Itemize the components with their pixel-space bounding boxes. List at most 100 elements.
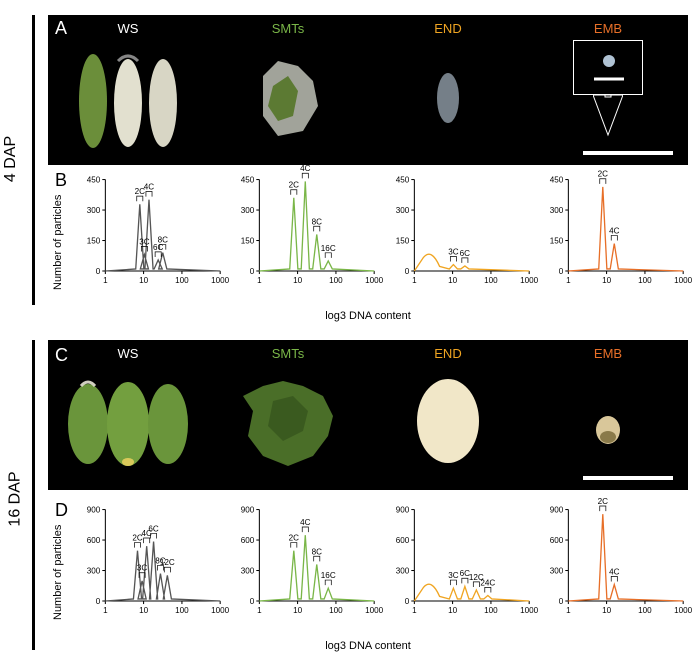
svg-text:1: 1 bbox=[412, 276, 417, 285]
photo-emb-c: EMB bbox=[528, 340, 688, 490]
svg-text:3C: 3C bbox=[448, 247, 459, 256]
photo-ws-a: WS bbox=[48, 15, 208, 165]
svg-text:3C: 3C bbox=[137, 564, 148, 573]
col-header-smts: SMTs bbox=[208, 21, 368, 36]
svg-text:1000: 1000 bbox=[674, 276, 693, 285]
svg-text:1000: 1000 bbox=[520, 606, 539, 615]
svg-text:4C: 4C bbox=[300, 164, 311, 173]
svg-text:900: 900 bbox=[395, 506, 409, 515]
scale-bar-c bbox=[583, 476, 673, 480]
svg-text:8C: 8C bbox=[312, 217, 323, 226]
col-header-end: END bbox=[368, 21, 528, 36]
svg-text:900: 900 bbox=[241, 506, 255, 515]
photo-row-c: WS SMTs END EMB bbox=[48, 340, 688, 490]
svg-text:0: 0 bbox=[559, 597, 564, 606]
svg-text:2C: 2C bbox=[289, 534, 300, 543]
svg-text:300: 300 bbox=[395, 206, 409, 215]
svg-text:1: 1 bbox=[103, 276, 108, 285]
svg-text:300: 300 bbox=[549, 206, 563, 215]
stage-label-4dap: 4 DAP bbox=[2, 136, 20, 182]
svg-text:300: 300 bbox=[549, 567, 563, 576]
svg-text:0: 0 bbox=[250, 267, 255, 276]
svg-text:4C: 4C bbox=[144, 183, 155, 192]
svg-text:2C: 2C bbox=[597, 497, 608, 506]
photo-smts-a: SMTs bbox=[208, 15, 368, 165]
photo-row-a: WS SMTs END EMB bbox=[48, 15, 688, 165]
svg-text:150: 150 bbox=[87, 237, 101, 246]
chart-b-end: 015030045011010010003C6C bbox=[392, 172, 534, 307]
svg-text:600: 600 bbox=[549, 536, 563, 545]
col-header-emb-c: EMB bbox=[528, 346, 688, 361]
chart-d-end: 030060090011010010003C6C12C24C bbox=[392, 502, 534, 637]
scale-bar-a bbox=[583, 151, 673, 155]
svg-text:1: 1 bbox=[257, 276, 262, 285]
svg-text:150: 150 bbox=[395, 237, 409, 246]
chart-d-emb: 030060090011010010002C4C bbox=[546, 502, 688, 637]
svg-text:10: 10 bbox=[448, 606, 458, 615]
svg-text:10: 10 bbox=[602, 606, 612, 615]
svg-text:1000: 1000 bbox=[674, 606, 693, 615]
svg-text:100: 100 bbox=[484, 606, 498, 615]
svg-text:10: 10 bbox=[293, 276, 303, 285]
svg-text:100: 100 bbox=[638, 276, 652, 285]
svg-text:1: 1 bbox=[257, 606, 262, 615]
svg-text:1: 1 bbox=[103, 606, 108, 615]
svg-text:10: 10 bbox=[293, 606, 303, 615]
panel-label-d: D bbox=[55, 500, 68, 521]
svg-text:1: 1 bbox=[566, 606, 571, 615]
svg-text:1: 1 bbox=[566, 276, 571, 285]
svg-text:300: 300 bbox=[87, 206, 101, 215]
svg-text:0: 0 bbox=[96, 267, 101, 276]
svg-text:300: 300 bbox=[241, 206, 255, 215]
svg-text:2C: 2C bbox=[597, 170, 608, 179]
chart-b-emb: 015030045011010010002C4C bbox=[546, 172, 688, 307]
svg-text:4C: 4C bbox=[609, 567, 620, 576]
svg-text:300: 300 bbox=[87, 567, 101, 576]
svg-text:100: 100 bbox=[175, 276, 189, 285]
chart-b-ws: 015030045011010010002C3C4C6C8C bbox=[83, 172, 225, 307]
photo-emb-a: EMB bbox=[528, 15, 688, 165]
x-axis-label-d: log3 DNA content bbox=[48, 640, 688, 652]
svg-text:1000: 1000 bbox=[211, 606, 230, 615]
svg-text:600: 600 bbox=[395, 536, 409, 545]
svg-text:150: 150 bbox=[549, 237, 563, 246]
col-header-emb: EMB bbox=[528, 21, 688, 36]
svg-text:10: 10 bbox=[602, 276, 612, 285]
svg-text:16C: 16C bbox=[321, 571, 336, 580]
svg-text:300: 300 bbox=[241, 567, 255, 576]
svg-text:2C: 2C bbox=[289, 181, 300, 190]
photo-ws-c: WS bbox=[48, 340, 208, 490]
svg-text:4C: 4C bbox=[300, 518, 311, 527]
svg-text:0: 0 bbox=[559, 267, 564, 276]
svg-text:0: 0 bbox=[404, 597, 409, 606]
svg-text:6C: 6C bbox=[459, 249, 470, 258]
svg-text:10: 10 bbox=[448, 276, 458, 285]
svg-text:3C: 3C bbox=[139, 237, 150, 246]
svg-text:100: 100 bbox=[329, 276, 343, 285]
svg-text:450: 450 bbox=[549, 176, 563, 185]
svg-text:0: 0 bbox=[96, 597, 101, 606]
photo-end-a: END bbox=[368, 15, 528, 165]
svg-text:12C: 12C bbox=[160, 558, 175, 567]
svg-text:3C: 3C bbox=[448, 571, 459, 580]
col-header-end-c: END bbox=[368, 346, 528, 361]
svg-text:900: 900 bbox=[549, 506, 563, 515]
chart-row-b: 0 150 300 450 1 10 100 100 0 2C 3C 4C 6C 8C 0 150 300 450… bbox=[48, 172, 688, 307]
chart-row-d: 030060090011010010002C3C4C6C8C12C0300600… bbox=[48, 502, 688, 637]
svg-text:900: 900 bbox=[87, 506, 101, 515]
stage-bar-bottom bbox=[32, 340, 35, 650]
svg-text:4C: 4C bbox=[609, 226, 620, 235]
svg-text:600: 600 bbox=[241, 536, 255, 545]
svg-text:600: 600 bbox=[87, 536, 101, 545]
svg-text:10: 10 bbox=[139, 276, 149, 285]
col-header-ws: WS bbox=[48, 21, 208, 36]
panel-label-a: A bbox=[55, 18, 67, 39]
col-header-ws-c: WS bbox=[48, 346, 208, 361]
svg-text:300: 300 bbox=[395, 567, 409, 576]
stage-bar-top bbox=[32, 15, 35, 305]
svg-text:8C: 8C bbox=[312, 547, 323, 556]
svg-text:8C: 8C bbox=[158, 236, 169, 245]
chart-b-smts: 015030045011010010002C4C8C16C bbox=[237, 172, 379, 307]
panel-label-c: C bbox=[55, 345, 68, 366]
svg-text:450: 450 bbox=[395, 176, 409, 185]
